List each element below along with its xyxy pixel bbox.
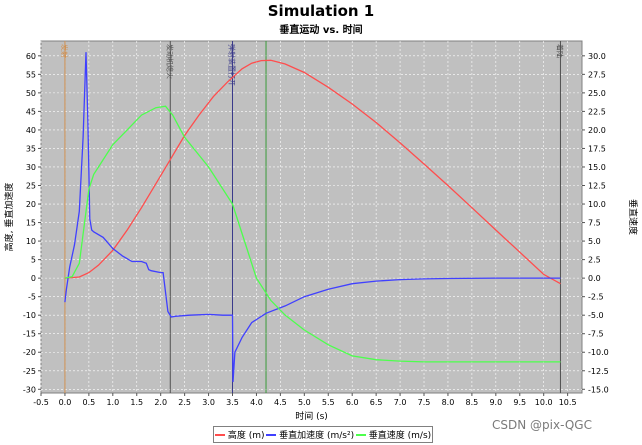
series-line-2 — [64, 105, 561, 363]
x-tick-label: 5.5 — [322, 398, 335, 407]
event-marker-label: 发动机熄火 — [165, 44, 174, 79]
y-right-tick-label: 25.0 — [588, 89, 606, 98]
x-tick-label: 10.5 — [559, 398, 577, 407]
x-tick-label: 5.0 — [298, 398, 311, 407]
y-right-tick-label: 17.5 — [588, 144, 606, 153]
y-right-tick-label: 12.5 — [588, 182, 606, 191]
legend-item-velocity: 垂直速度 (m/s) — [355, 428, 432, 441]
x-tick-label: 0.0 — [59, 398, 72, 407]
x-tick-label: 4.0 — [250, 398, 263, 407]
y-right-tick-label: 30.0 — [588, 52, 606, 61]
y-right-tick-label: -12.5 — [588, 367, 609, 376]
y-left-tick-label: 15 — [26, 219, 36, 228]
y-right-tick-label: 22.5 — [588, 107, 606, 116]
y-left-tick-label: 25 — [26, 182, 36, 191]
x-tick-label: 2.5 — [178, 398, 191, 407]
y-left-tick-label: 40 — [26, 126, 36, 135]
y-right-tick-label: -7.5 — [588, 330, 604, 339]
y-left-tick-label: 45 — [26, 107, 36, 116]
legend-swatch-altitude — [214, 433, 225, 436]
y-right-tick-label: -5.0 — [588, 311, 604, 320]
y-left-tick-label: 5 — [31, 256, 36, 265]
y-left-tick-label: 0 — [31, 274, 36, 283]
y-right-tick-label: 27.5 — [588, 70, 606, 79]
x-tick-label: 1.5 — [130, 398, 143, 407]
legend-label-acceleration: 垂直加速度 (m/s²) — [279, 431, 355, 441]
y-right-axis-label: 垂直速度 — [627, 199, 639, 235]
legend-swatch-acceleration — [266, 433, 277, 436]
chart-title: Simulation 1 — [267, 2, 375, 20]
y-left-tick-label: 20 — [26, 200, 36, 209]
x-tick-label: 10.0 — [535, 398, 553, 407]
event-marker-label: 着陆 — [555, 44, 564, 58]
y-left-tick-label: 50 — [26, 89, 36, 98]
y-right-tick-label: 20.0 — [588, 126, 606, 135]
legend-swatch-velocity — [355, 433, 366, 436]
event-marker-label: 弹射装置打开 — [228, 44, 237, 86]
y-left-tick-label: -25 — [23, 367, 36, 376]
series-line-0 — [64, 59, 561, 285]
x-tick-label: 4.5 — [274, 398, 287, 407]
y-left-tick-label: 60 — [26, 52, 36, 61]
y-left-tick-label: -15 — [23, 330, 36, 339]
chart-subtitle: 垂直运动 vs. 时间 — [279, 25, 363, 36]
y-left-tick-label: -10 — [23, 311, 36, 320]
watermark: CSDN @pix-QGC — [492, 418, 592, 432]
y-right-tick-label: 15.0 — [588, 163, 606, 172]
x-tick-label: 7.0 — [394, 398, 407, 407]
x-tick-label: 3.5 — [226, 398, 239, 407]
x-tick-label: 8.5 — [466, 398, 479, 407]
y-left-tick-label: 35 — [26, 144, 36, 153]
x-tick-label: 0.5 — [83, 398, 96, 407]
event-marker-label: 发射 — [60, 44, 69, 58]
y-right-tick-label: -2.5 — [588, 293, 604, 302]
x-tick-label: 1.0 — [106, 398, 119, 407]
x-axis-label: 时间 (s) — [295, 410, 328, 422]
y-left-tick-label: 10 — [26, 237, 36, 246]
plot-area — [40, 40, 583, 394]
x-tick-label: -0.5 — [33, 398, 49, 407]
y-left-tick-label: -30 — [23, 385, 36, 394]
x-tick-label: 6.5 — [370, 398, 383, 407]
x-tick-label: 9.0 — [489, 398, 502, 407]
legend-label-velocity: 垂直速度 (m/s) — [368, 431, 432, 441]
y-left-axis-label: 高度, 垂直加速度 — [3, 183, 15, 252]
legend: 高度 (m) 垂直加速度 (m/s²) 垂直速度 (m/s) — [213, 426, 433, 443]
series-line-1 — [64, 52, 561, 382]
legend-item-acceleration: 垂直加速度 (m/s²) — [266, 428, 354, 441]
y-right-tick-label: -15.0 — [588, 385, 609, 394]
x-tick-label: 6.0 — [346, 398, 359, 407]
x-tick-label: 8.0 — [442, 398, 455, 407]
x-tick-label: 7.5 — [418, 398, 431, 407]
y-left-tick-label: 30 — [26, 163, 36, 172]
y-right-tick-label: 0.0 — [588, 274, 601, 283]
x-tick-label: 2.0 — [154, 398, 167, 407]
x-tick-label: 3.0 — [202, 398, 215, 407]
y-right-tick-label: -10.0 — [588, 348, 609, 357]
legend-item-altitude: 高度 (m) — [214, 428, 265, 441]
y-left-tick-label: -5 — [28, 293, 36, 302]
y-right-tick-label: 5.0 — [588, 237, 601, 246]
y-right-tick-label: 10.0 — [588, 200, 606, 209]
legend-label-altitude: 高度 (m) — [227, 431, 265, 441]
y-right-tick-label: 2.5 — [588, 256, 601, 265]
y-left-tick-label: -20 — [23, 348, 36, 357]
y-left-tick-label: 55 — [26, 70, 36, 79]
y-right-tick-label: 7.5 — [588, 219, 601, 228]
x-tick-label: 9.5 — [513, 398, 526, 407]
